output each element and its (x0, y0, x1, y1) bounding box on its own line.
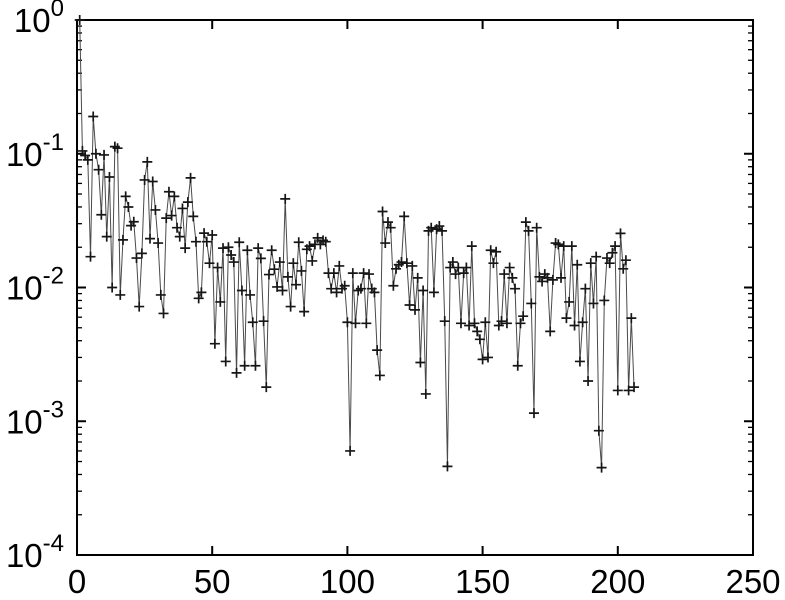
y-axis-ticks (77, 19, 753, 556)
y-tick-label: 10-2 (6, 263, 64, 307)
x-tick-label: 50 (194, 563, 231, 600)
y-minor-ticks (77, 25, 753, 516)
x-tick-label: 0 (68, 563, 86, 600)
y-tick-label: 10-3 (6, 396, 64, 440)
x-axis-labels: 0 50 100 150 200 250 (68, 563, 781, 600)
y-tick-label: 100 (14, 0, 64, 39)
x-tick-label: 250 (725, 563, 780, 600)
x-tick-label: 100 (320, 563, 375, 600)
x-tick-label: 200 (590, 563, 645, 600)
y-axis-labels: 100 10-1 10-2 10-3 10-4 (6, 0, 64, 574)
plus-markers (74, 15, 640, 473)
y-tick-label: 10-4 (6, 530, 64, 574)
plot-border (76, 19, 754, 556)
x-tick-label: 150 (455, 563, 510, 600)
x-axis-ticks (76, 20, 754, 555)
y-tick-label: 10-1 (6, 129, 64, 173)
